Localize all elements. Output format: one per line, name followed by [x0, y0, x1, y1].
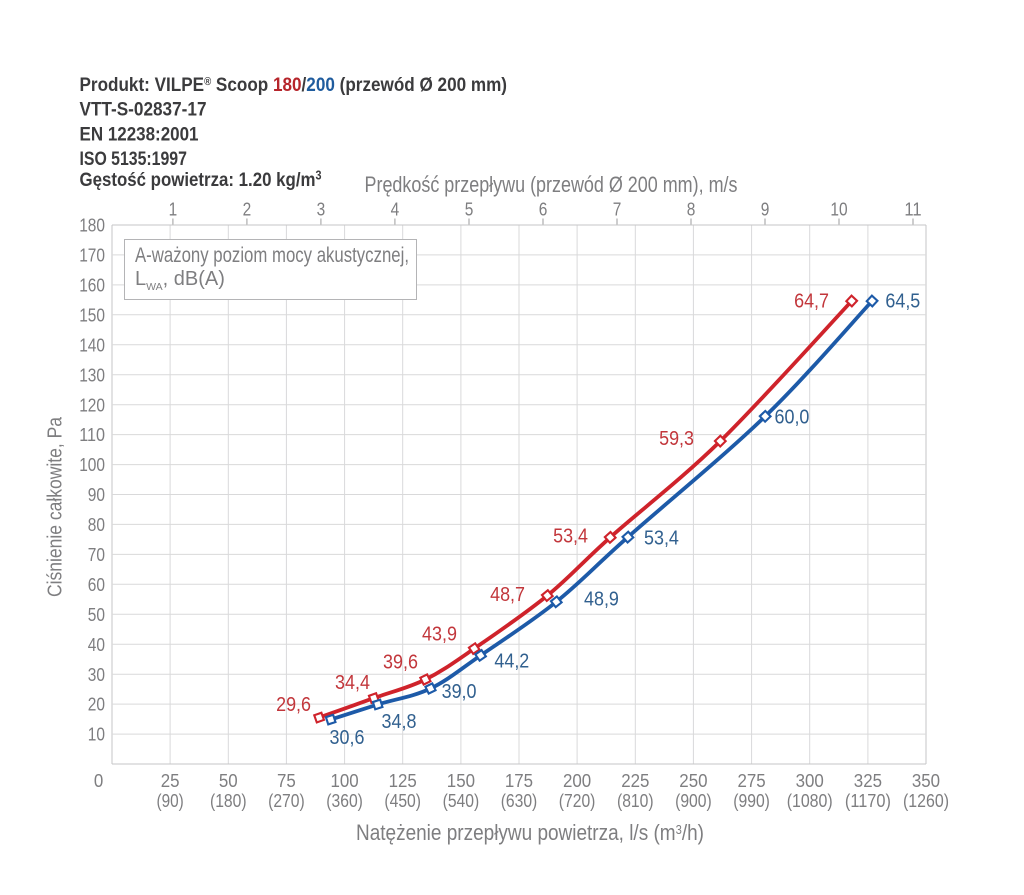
svg-text:(90): (90) — [157, 790, 184, 811]
svg-text:A-ważony poziom mocy akustyczn: A-ważony poziom mocy akustycznej, — [135, 244, 409, 267]
svg-text:VTT-S-02837-17: VTT-S-02837-17 — [80, 99, 207, 121]
svg-text:Gęstość powietrza: 1.20 kg/m3: Gęstość powietrza: 1.20 kg/m3 — [80, 169, 322, 192]
svg-text:(270): (270) — [268, 790, 305, 811]
svg-text:180: 180 — [79, 215, 105, 236]
svg-text:(900): (900) — [675, 790, 712, 811]
svg-text:0: 0 — [94, 770, 103, 791]
svg-text:11: 11 — [904, 199, 921, 220]
svg-text:(450): (450) — [384, 790, 421, 811]
svg-text:60,0: 60,0 — [775, 407, 810, 429]
svg-text:9: 9 — [761, 199, 770, 220]
svg-text:39,0: 39,0 — [442, 681, 477, 703]
svg-text:ISO 5135:1997: ISO 5135:1997 — [80, 148, 187, 170]
svg-text:3: 3 — [317, 199, 326, 220]
svg-text:48,9: 48,9 — [584, 589, 619, 611]
svg-text:39,6: 39,6 — [383, 652, 418, 674]
svg-text:4: 4 — [391, 199, 400, 220]
svg-text:150: 150 — [447, 770, 475, 791]
svg-text:EN 12238:2001: EN 12238:2001 — [80, 123, 199, 145]
svg-text:(1080): (1080) — [787, 790, 833, 811]
svg-text:53,4: 53,4 — [644, 528, 679, 550]
svg-text:75: 75 — [277, 770, 296, 791]
svg-text:5: 5 — [465, 199, 474, 220]
svg-text:90: 90 — [88, 484, 105, 505]
svg-text:(990): (990) — [733, 790, 770, 811]
svg-text:LWA, dB(A): LWA, dB(A) — [135, 268, 225, 293]
svg-text:34,4: 34,4 — [335, 672, 370, 694]
svg-text:100: 100 — [79, 454, 105, 475]
svg-text:140: 140 — [79, 334, 105, 355]
svg-text:130: 130 — [79, 364, 105, 385]
svg-text:64,5: 64,5 — [885, 291, 920, 313]
svg-text:80: 80 — [88, 514, 105, 535]
svg-text:40: 40 — [88, 634, 105, 655]
svg-text:2: 2 — [243, 199, 252, 220]
svg-text:25: 25 — [161, 770, 180, 791]
svg-text:53,4: 53,4 — [553, 526, 588, 548]
svg-text:30: 30 — [88, 664, 105, 685]
svg-text:150: 150 — [79, 304, 105, 325]
svg-text:34,8: 34,8 — [382, 711, 417, 733]
svg-text:Prędkość przepływu (przewód Ø: Prędkość przepływu (przewód Ø 200 mm), m… — [365, 172, 738, 197]
svg-text:(540): (540) — [443, 790, 480, 811]
svg-text:350: 350 — [912, 770, 940, 791]
svg-text:110: 110 — [79, 424, 105, 445]
svg-text:43,9: 43,9 — [422, 624, 457, 646]
svg-text:6: 6 — [539, 199, 548, 220]
svg-text:60: 60 — [88, 574, 105, 595]
svg-text:Natężenie przepływu powietrza,: Natężenie przepływu powietrza, l/s (m3/h… — [356, 820, 704, 845]
svg-text:Produkt: VILPE® Scoop 180/200: Produkt: VILPE® Scoop 180/200 (przewód Ø… — [80, 74, 508, 96]
svg-text:10: 10 — [830, 199, 847, 220]
svg-text:50: 50 — [219, 770, 238, 791]
svg-text:(810): (810) — [617, 790, 654, 811]
svg-text:70: 70 — [88, 544, 105, 565]
svg-text:(630): (630) — [501, 790, 538, 811]
svg-text:200: 200 — [563, 770, 591, 791]
svg-text:50: 50 — [88, 604, 105, 625]
svg-text:48,7: 48,7 — [490, 584, 525, 606]
svg-text:(1260): (1260) — [903, 790, 949, 811]
svg-text:20: 20 — [88, 694, 105, 715]
svg-text:225: 225 — [621, 770, 649, 791]
svg-text:120: 120 — [79, 394, 105, 415]
svg-text:1: 1 — [169, 199, 178, 220]
svg-text:(180): (180) — [210, 790, 247, 811]
svg-text:100: 100 — [331, 770, 359, 791]
svg-text:30,6: 30,6 — [330, 727, 365, 749]
svg-text:125: 125 — [389, 770, 417, 791]
svg-text:10: 10 — [88, 724, 105, 745]
svg-text:170: 170 — [79, 245, 105, 266]
svg-text:59,3: 59,3 — [659, 428, 694, 450]
svg-text:175: 175 — [505, 770, 533, 791]
svg-text:250: 250 — [679, 770, 707, 791]
svg-text:8: 8 — [687, 199, 696, 220]
svg-text:(720): (720) — [559, 790, 596, 811]
svg-text:160: 160 — [79, 275, 105, 296]
svg-text:7: 7 — [613, 199, 622, 220]
svg-text:(360): (360) — [326, 790, 363, 811]
svg-text:Ciśnienie całkowite, Pa: Ciśnienie całkowite, Pa — [45, 416, 67, 597]
svg-text:64,7: 64,7 — [794, 291, 829, 313]
svg-text:44,2: 44,2 — [494, 651, 529, 673]
svg-text:29,6: 29,6 — [276, 694, 311, 716]
svg-text:(1170): (1170) — [845, 790, 891, 811]
svg-text:325: 325 — [854, 770, 882, 791]
svg-text:300: 300 — [796, 770, 824, 791]
svg-text:275: 275 — [738, 770, 766, 791]
